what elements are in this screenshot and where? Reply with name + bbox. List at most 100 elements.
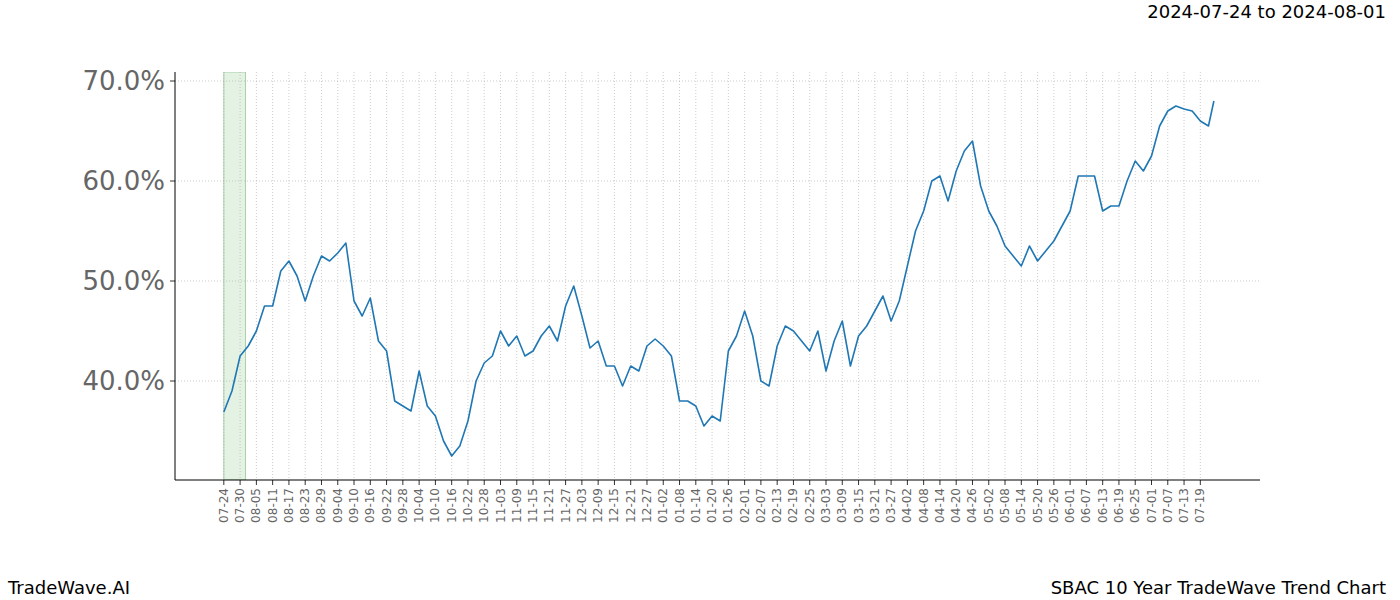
x-grid-line [874,72,875,480]
y-grid-line [175,281,1260,282]
x-tick [467,480,468,485]
x-grid-line [337,72,338,480]
x-tick-label: 02-19 [786,488,800,523]
x-grid-line [419,72,420,480]
x-grid-line [712,72,713,480]
x-tick [533,480,534,485]
x-tick-label: 08-11 [266,488,280,523]
x-grid-line [728,72,729,480]
x-grid-line [272,72,273,480]
x-tick-label: 11-03 [494,488,508,523]
x-grid-line [891,72,892,480]
x-tick [679,480,680,485]
x-tick-label: 12-09 [591,488,605,523]
x-tick [874,480,875,485]
y-tick [170,181,175,182]
trend-line [224,101,1214,456]
x-tick-label: 07-24 [217,488,231,523]
x-tick [1167,480,1168,485]
x-tick [988,480,989,485]
x-grid-line [1053,72,1054,480]
x-tick-label: 04-20 [949,488,963,523]
x-tick [223,480,224,485]
x-tick [288,480,289,485]
x-tick [1021,480,1022,485]
chart-title: SBAC 10 Year TradeWave Trend Chart [1051,577,1386,598]
x-tick [1053,480,1054,485]
x-tick [256,480,257,485]
x-tick [663,480,664,485]
x-tick [777,480,778,485]
x-tick-label: 09-16 [363,488,377,523]
x-tick-label: 11-15 [526,488,540,523]
x-tick [744,480,745,485]
x-grid-line [663,72,664,480]
x-tick-label: 02-25 [803,488,817,523]
x-tick-label: 09-10 [347,488,361,523]
x-tick-label: 10-10 [428,488,442,523]
x-tick-label: 05-08 [998,488,1012,523]
x-grid-line [581,72,582,480]
x-tick [712,480,713,485]
x-tick-label: 03-09 [835,488,849,523]
date-range: 2024-07-24 to 2024-08-01 [1147,1,1386,22]
x-grid-line [240,72,241,480]
x-tick-label: 09-22 [380,488,394,523]
x-grid-line [809,72,810,480]
x-grid-line [988,72,989,480]
x-tick [272,480,273,485]
x-grid-line [679,72,680,480]
x-tick [695,480,696,485]
x-tick [826,480,827,485]
x-tick-label: 10-28 [477,488,491,523]
y-tick-label: 50.0% [82,266,165,296]
x-tick-label: 12-03 [575,488,589,523]
x-grid-line [598,72,599,480]
x-tick-label: 03-03 [819,488,833,523]
x-grid-line [500,72,501,480]
x-tick-label: 05-26 [1047,488,1061,523]
x-grid-line [1005,72,1006,480]
x-grid-line [939,72,940,480]
x-tick-label: 03-27 [884,488,898,523]
x-tick-label: 03-15 [852,488,866,523]
x-tick [1102,480,1103,485]
x-tick [500,480,501,485]
x-tick [923,480,924,485]
x-grid-line [842,72,843,480]
x-tick-label: 08-05 [249,488,263,523]
x-tick-label: 09-28 [396,488,410,523]
x-tick [1135,480,1136,485]
x-grid-line [793,72,794,480]
x-grid-line [614,72,615,480]
x-tick [484,480,485,485]
x-tick [549,480,550,485]
x-tick [581,480,582,485]
y-axis [175,72,176,480]
x-tick [1037,480,1038,485]
x-tick [907,480,908,485]
y-tick [170,81,175,82]
x-tick-label: 02-07 [754,488,768,523]
x-tick [1070,480,1071,485]
x-tick-label: 03-21 [868,488,882,523]
x-tick [630,480,631,485]
x-tick [956,480,957,485]
x-tick-label: 05-02 [982,488,996,523]
x-tick-label: 08-29 [314,488,328,523]
x-grid-line [1167,72,1168,480]
x-grid-line [760,72,761,480]
x-tick-label: 02-01 [738,488,752,523]
x-tick [809,480,810,485]
x-tick-label: 08-17 [282,488,296,523]
x-tick [598,480,599,485]
x-tick [646,480,647,485]
x-tick-label: 07-30 [233,488,247,523]
x-tick [858,480,859,485]
x-tick-label: 07-01 [1145,488,1159,523]
x-grid-line [354,72,355,480]
x-grid-line [256,72,257,480]
x-tick-label: 07-13 [1177,488,1191,523]
x-tick [1200,480,1201,485]
chart: 07-2407-3008-0508-1108-1708-2308-2909-04… [0,0,1400,600]
